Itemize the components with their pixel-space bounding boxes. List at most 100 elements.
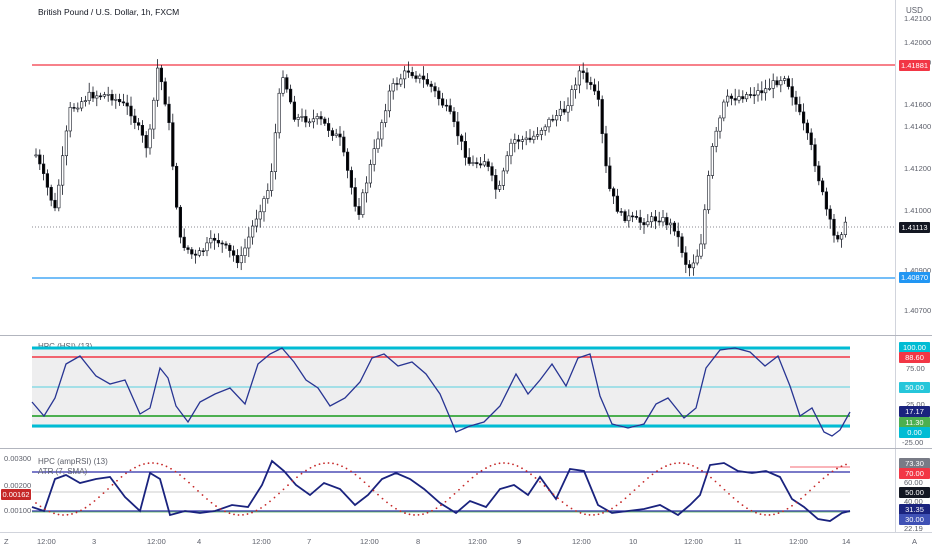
time-axis[interactable]: Z 12:00 3 12:00 4 12:00 7 12:00 8 12:00 9 12:00 10 1… — [0, 532, 932, 551]
candle-body — [482, 161, 487, 166]
candle-body — [737, 96, 741, 101]
atr-dot — [602, 512, 604, 514]
atr-dot — [494, 463, 496, 466]
candle-body — [213, 237, 217, 241]
atr-dot — [44, 508, 46, 511]
candle-body — [391, 83, 395, 92]
candle-body — [342, 136, 346, 153]
atr-dot — [98, 496, 100, 499]
atr-dot — [66, 513, 69, 516]
hsi-value-label: 17.17 — [899, 406, 930, 417]
candle-body — [125, 102, 129, 107]
candle-body — [501, 170, 506, 186]
candle-body — [528, 137, 532, 140]
candle-body — [205, 242, 209, 252]
candle-body — [828, 208, 832, 220]
candle-body — [262, 198, 266, 213]
atr-dot — [395, 507, 397, 510]
price-candles[interactable] — [0, 0, 896, 335]
atr-dot — [269, 500, 271, 503]
candle-body — [251, 225, 255, 238]
candle-body — [49, 186, 53, 201]
atr-dot — [359, 477, 361, 480]
atr-dot — [629, 493, 631, 496]
atr-dot — [264, 503, 267, 506]
candle-body — [232, 250, 236, 256]
candle-body — [357, 206, 361, 215]
amprsi-label-1: 73.30 — [899, 458, 930, 469]
candle-body — [243, 247, 247, 256]
candle-body — [570, 89, 574, 107]
candle-body — [448, 105, 452, 112]
candle-body — [148, 128, 152, 149]
candle-body — [604, 133, 608, 167]
candle-body — [277, 92, 281, 134]
candle-body — [99, 95, 103, 98]
hsi-plot[interactable] — [0, 336, 896, 448]
atr-dot — [777, 512, 780, 514]
candle-body — [114, 99, 118, 101]
amprsi-title: HPC (ampRSI) (13) — [38, 457, 108, 466]
candle-body — [64, 130, 68, 157]
atr-dot — [714, 480, 717, 483]
candle-body — [794, 96, 798, 105]
atr-dot — [305, 469, 307, 472]
candle-body — [843, 221, 847, 235]
candle-body — [699, 243, 703, 257]
price-axis[interactable]: USD 1.421001.420001.418001.416001.414001… — [895, 0, 932, 335]
candle-body — [763, 88, 768, 94]
candle-body — [771, 80, 775, 89]
atr-dot — [318, 463, 321, 466]
atr-dot — [354, 473, 357, 476]
atr-dot — [660, 467, 663, 470]
time-axis-right-edge: A — [912, 537, 918, 546]
candle-body — [110, 93, 114, 101]
candle-body — [330, 130, 335, 136]
atr-dot — [161, 463, 163, 466]
amprsi-plot[interactable] — [0, 449, 896, 532]
atr-dot — [138, 464, 141, 467]
atr-dot — [422, 513, 424, 516]
atr-dot — [71, 513, 73, 515]
candle-body — [334, 133, 338, 136]
atr-dot — [584, 513, 586, 516]
atr-dot — [449, 497, 451, 499]
atr-dot — [377, 493, 379, 496]
atr-tick: 0.00300 — [4, 454, 32, 463]
amprsi-label-6: 31.35 — [899, 504, 930, 515]
hsi-axis[interactable]: 100.00 88.60 75.00 50.00 25.00 17.17 11.… — [895, 336, 932, 448]
candle-body — [57, 184, 61, 209]
price-tick: 1.41200 — [904, 164, 932, 173]
candle-body — [695, 255, 699, 264]
atr-dot — [246, 513, 249, 515]
candle-body — [338, 133, 342, 138]
candle-body — [786, 78, 790, 87]
atr-dot — [206, 498, 208, 500]
atr-dot — [543, 485, 546, 487]
candle-body — [661, 217, 665, 223]
hsi-pane[interactable]: HPC (HSI) (13) 100.00 88.60 75.00 50.00 … — [0, 336, 932, 448]
atr-dot — [111, 483, 114, 486]
atr-tick: 0.00200 — [4, 481, 32, 490]
candle-body — [372, 148, 376, 165]
candle-body — [315, 116, 319, 120]
price-pane[interactable]: British Pound / U.S. Dollar, 1h, FXCM US… — [0, 0, 932, 335]
candle-body — [505, 155, 509, 172]
candle-body — [562, 108, 566, 113]
atr-dot — [638, 485, 640, 487]
atr-dot — [309, 466, 312, 469]
atr-dot — [795, 501, 798, 504]
atr-dot — [633, 489, 636, 492]
pane-divider[interactable] — [0, 448, 932, 449]
candle-body — [239, 255, 243, 264]
atr-dot — [579, 512, 582, 514]
atr-dot — [57, 513, 60, 516]
amprsi-axis[interactable]: 73.30 70.00 60.00 50.00 40.00 31.35 30.0… — [895, 449, 932, 533]
time-tick: 12:00 — [684, 537, 703, 546]
pane-divider[interactable] — [0, 335, 932, 336]
amprsi-label-5: 40.00 — [904, 497, 923, 506]
candle-body — [608, 165, 612, 189]
candle-body — [729, 95, 733, 99]
candle-body — [817, 165, 821, 182]
amprsi-pane[interactable]: HPC (ampRSI) (13) ATR (7, SMA) 0.00300 0… — [0, 449, 932, 533]
